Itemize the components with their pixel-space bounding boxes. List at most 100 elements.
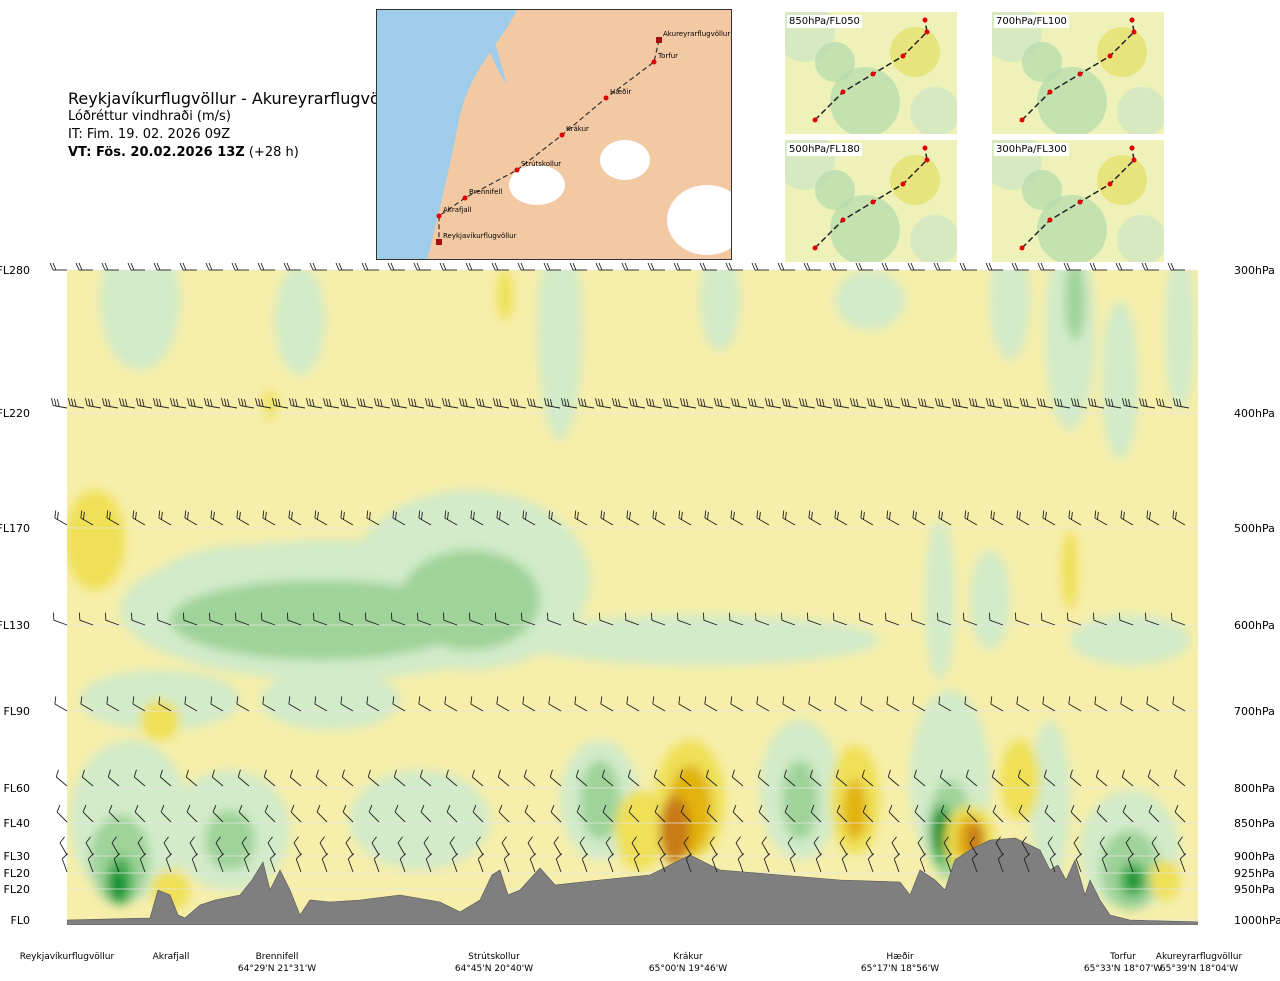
- station-name: Hæðir: [886, 952, 914, 962]
- barb-feather: [962, 262, 967, 271]
- barb-feather: [73, 399, 77, 407]
- barb-feather: [501, 836, 507, 844]
- barb-feather: [569, 262, 574, 271]
- barb-feather: [496, 510, 499, 519]
- barb-staff: [782, 517, 796, 526]
- barb-feather: [527, 836, 533, 844]
- barb-feather: [156, 612, 159, 621]
- wind-barb: [803, 262, 821, 271]
- barb-staff: [810, 811, 822, 823]
- barb-staff: [1094, 517, 1108, 526]
- velocity-contour: [970, 550, 1010, 650]
- barb-staff: [121, 405, 136, 409]
- barb-feather: [603, 511, 605, 520]
- barb-staff: [547, 619, 562, 626]
- barb-staff: [997, 858, 1004, 873]
- barb-staff: [862, 811, 874, 823]
- level-map-waypoint: [1047, 89, 1053, 95]
- barb-staff: [257, 405, 272, 409]
- barb-feather: [992, 804, 997, 813]
- wind-barb: [813, 836, 822, 856]
- barb-staff: [158, 517, 172, 526]
- barb-staff: [990, 703, 1004, 712]
- velocity-contour: [497, 270, 513, 320]
- barb-feather: [423, 836, 429, 844]
- barb-feather: [728, 612, 731, 621]
- wind-barb: [1089, 262, 1107, 271]
- barb-feather: [206, 398, 210, 407]
- barb-feather: [544, 398, 547, 406]
- barb-feather: [524, 804, 529, 813]
- barb-staff: [813, 842, 822, 856]
- barb-staff: [53, 405, 68, 409]
- pressure-tick-label: 700hPa: [1234, 705, 1275, 718]
- barb-feather: [808, 510, 811, 519]
- barb-staff: [470, 703, 484, 712]
- barb-feather: [238, 804, 243, 813]
- barb-feather: [113, 853, 121, 860]
- barb-feather: [413, 399, 417, 407]
- barb-feather: [835, 398, 839, 407]
- barb-feather: [940, 399, 944, 407]
- barb-staff: [550, 811, 562, 823]
- barb-feather: [777, 262, 782, 271]
- barb-feather: [920, 398, 924, 407]
- barb-staff: [523, 776, 536, 787]
- barb-feather: [550, 804, 555, 813]
- barb-feather: [889, 511, 891, 520]
- wind-barb: [992, 804, 1004, 823]
- barb-feather: [1075, 853, 1083, 860]
- barb-feather: [1172, 696, 1175, 705]
- barb-staff: [964, 703, 978, 712]
- level-map-contour: [910, 87, 957, 134]
- barb-staff: [392, 703, 406, 712]
- barb-feather: [581, 853, 589, 860]
- barb-feather: [572, 612, 575, 621]
- waypoint-label: Akureyrarflugvöllur: [663, 30, 730, 38]
- barb-feather: [212, 804, 217, 813]
- barb-feather: [941, 511, 943, 520]
- wind-barb: [952, 398, 969, 409]
- barb-staff: [633, 858, 640, 873]
- wind-barb: [757, 769, 770, 787]
- velocity-contour: [1030, 720, 1070, 880]
- barb-feather: [991, 769, 995, 778]
- barb-feather: [597, 398, 601, 407]
- barb-staff: [893, 858, 900, 873]
- wind-barb: [1121, 769, 1134, 787]
- barb-feather: [988, 398, 992, 407]
- wind-barb: [397, 836, 406, 856]
- fl-tick-label: FL90: [4, 705, 30, 718]
- barb-staff: [911, 619, 926, 626]
- station-name: Brennifell: [256, 952, 299, 962]
- barb-staff: [1022, 405, 1037, 409]
- barb-staff: [393, 776, 406, 787]
- barb-feather: [262, 696, 265, 705]
- barb-feather: [918, 398, 921, 406]
- barb-feather: [1066, 612, 1069, 621]
- barb-staff: [134, 811, 146, 823]
- wind-barb: [754, 612, 770, 626]
- barb-feather: [1016, 696, 1019, 705]
- level-map-waypoint: [1019, 117, 1025, 123]
- barb-staff: [236, 517, 250, 526]
- barb-staff: [1016, 703, 1030, 712]
- barb-feather: [935, 398, 938, 406]
- barb-feather: [706, 804, 711, 813]
- wind-barb: [263, 769, 276, 787]
- barb-feather: [527, 398, 530, 406]
- barb-feather: [965, 769, 969, 778]
- wind-barb: [971, 853, 979, 873]
- fl-tick-label: FL170: [0, 522, 30, 535]
- wind-barb: [366, 510, 380, 526]
- barb-feather: [291, 511, 293, 520]
- barb-staff: [756, 703, 770, 712]
- barb-feather: [969, 398, 972, 406]
- velocity-contour: [205, 810, 255, 870]
- barb-staff: [423, 842, 432, 856]
- barb-feather: [1141, 398, 1145, 407]
- barb-staff: [576, 811, 588, 823]
- barb-feather: [785, 511, 787, 520]
- level-map-500: 500hPa/FL180: [785, 140, 957, 262]
- wind-barb: [561, 398, 578, 409]
